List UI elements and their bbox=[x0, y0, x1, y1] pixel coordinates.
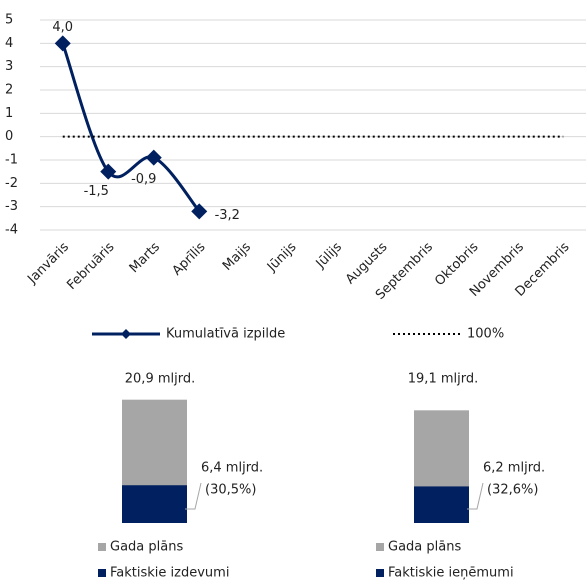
y-tick-label: 2 bbox=[5, 83, 13, 98]
legend-swatch bbox=[376, 543, 384, 551]
data-label: -0,9 bbox=[131, 172, 156, 187]
leader-line bbox=[185, 482, 202, 510]
x-tick-label: Jūlijs bbox=[313, 240, 345, 272]
y-tick-label: 0 bbox=[5, 129, 13, 144]
y-tick-label: 1 bbox=[5, 106, 13, 121]
y-tick-label: -1 bbox=[5, 153, 18, 168]
marker bbox=[145, 149, 162, 166]
legend-swatch bbox=[98, 543, 106, 551]
data-label: -3,2 bbox=[215, 208, 240, 223]
x-tick-label: Marts bbox=[127, 240, 164, 277]
legend-label: Gada plāns bbox=[388, 540, 461, 555]
legend-swatch bbox=[98, 569, 106, 577]
x-tick-label: Jūnijs bbox=[264, 240, 300, 276]
value-label: 6,2 mljrd. bbox=[483, 461, 545, 476]
data-label: 4,0 bbox=[52, 20, 73, 35]
y-tick-label: -2 bbox=[5, 176, 18, 191]
legend-label: Faktiskie ieņēmumi bbox=[388, 566, 514, 581]
leader-line bbox=[467, 482, 484, 510]
y-tick-label: 5 bbox=[5, 13, 13, 28]
share-label: (30,5%) bbox=[205, 483, 256, 498]
legend-label: Kumulatīvā izpilde bbox=[166, 327, 285, 342]
data-label: -1,5 bbox=[84, 184, 109, 199]
bar bbox=[414, 486, 469, 523]
share-label: (32,6%) bbox=[487, 483, 538, 498]
x-tick-label: Augusts bbox=[343, 240, 391, 288]
y-tick-label: 3 bbox=[5, 59, 13, 74]
y-tick-label: 4 bbox=[5, 36, 13, 51]
y-tick-label: -4 bbox=[5, 223, 18, 238]
marker bbox=[100, 163, 117, 180]
x-tick-label: Janvāris bbox=[24, 240, 72, 288]
y-tick-label: -3 bbox=[5, 199, 18, 214]
marker bbox=[54, 35, 71, 52]
total-label: 19,1 mljrd. bbox=[408, 372, 478, 387]
legend-label: Faktiskie izdevumi bbox=[110, 566, 229, 581]
bar bbox=[122, 485, 187, 523]
legend-label: 100% bbox=[467, 327, 504, 342]
marker bbox=[191, 203, 208, 220]
x-tick-label: Aprīlis bbox=[170, 240, 209, 279]
legend-swatch bbox=[376, 569, 384, 577]
x-tick-label: Februāris bbox=[64, 240, 117, 293]
series-line bbox=[61, 42, 201, 213]
legend-label: Gada plāns bbox=[110, 540, 183, 555]
legend-marker bbox=[121, 329, 131, 339]
total-label: 20,9 mljrd. bbox=[125, 372, 195, 387]
x-tick-label: Maijs bbox=[220, 240, 254, 274]
value-label: 6,4 mljrd. bbox=[201, 461, 263, 476]
